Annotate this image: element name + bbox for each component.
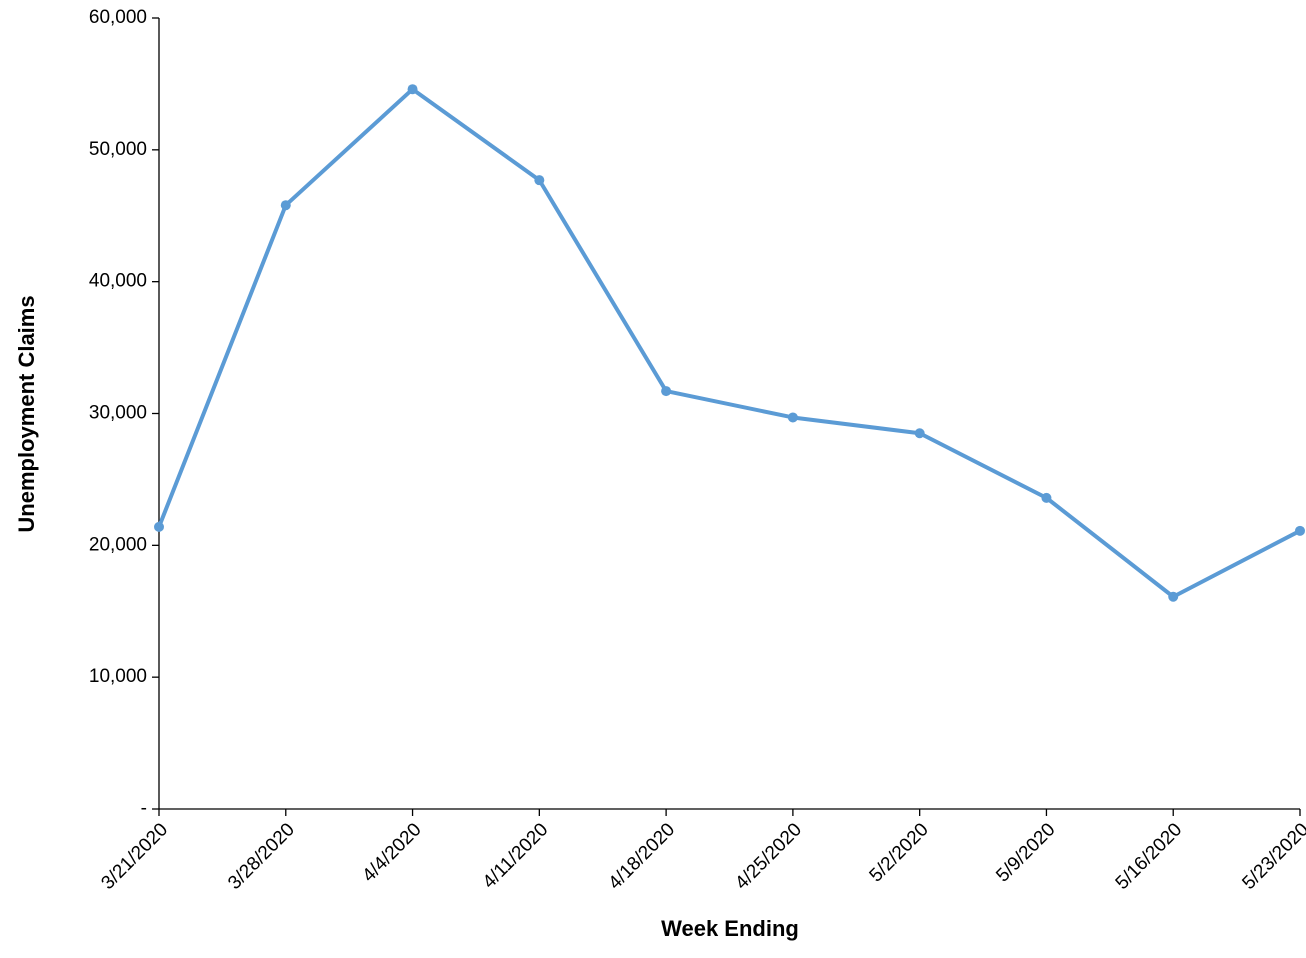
data-point <box>787 412 798 423</box>
y-tick-label: 30,000 <box>89 403 147 424</box>
y-axis-title: Unemployment Claims <box>14 295 39 532</box>
y-tick-label: 40,000 <box>89 271 147 292</box>
y-tick-label: 60,000 <box>89 7 147 28</box>
x-tick-label: 5/23/2020 <box>1238 819 1306 894</box>
x-tick-label: 4/11/2020 <box>479 819 553 893</box>
y-tick-label: - <box>141 798 147 819</box>
data-point <box>534 175 545 186</box>
x-tick-label: 3/28/2020 <box>224 819 299 894</box>
y-tick-label: 20,000 <box>89 534 147 555</box>
data-point <box>407 84 418 95</box>
y-tick-label: 50,000 <box>89 139 147 160</box>
series-line <box>157 87 1301 599</box>
x-tick-label: 3/21/2020 <box>97 819 172 894</box>
data-point <box>1295 525 1305 536</box>
data-point <box>914 428 925 439</box>
data-point <box>661 386 672 397</box>
data-point <box>1041 492 1052 503</box>
x-tick-label: 4/18/2020 <box>605 819 680 894</box>
x-tick-label: 5/2/2020 <box>866 819 933 886</box>
y-tick-label: 10,000 <box>89 666 147 687</box>
x-tick-label: 4/25/2020 <box>731 819 806 894</box>
data-point <box>280 200 291 211</box>
data-point <box>154 521 164 532</box>
x-tick-label: 5/16/2020 <box>1112 819 1187 894</box>
x-tick-label: 5/9/2020 <box>992 819 1059 886</box>
x-tick-label: 4/4/2020 <box>358 819 425 886</box>
x-axis-title: Week Ending <box>661 916 799 941</box>
data-point <box>1168 591 1179 602</box>
